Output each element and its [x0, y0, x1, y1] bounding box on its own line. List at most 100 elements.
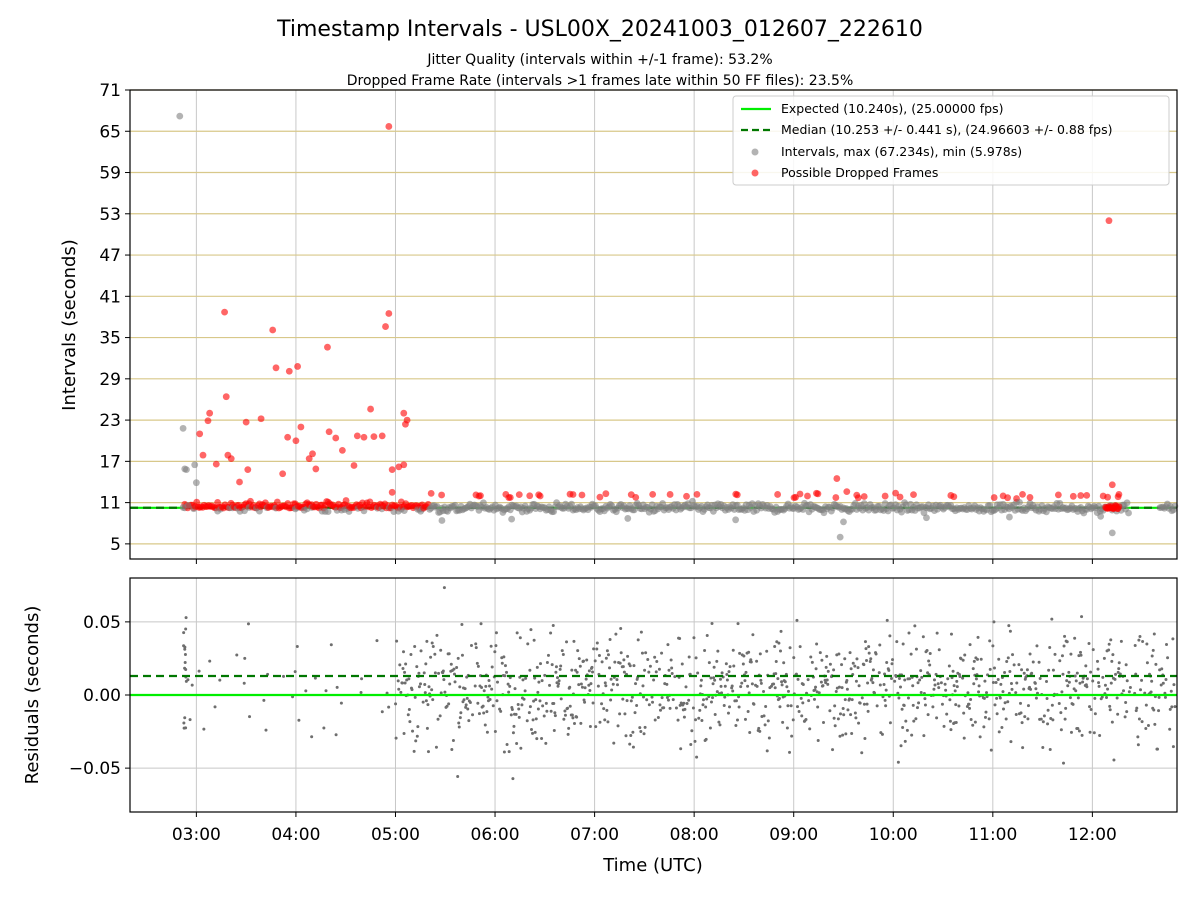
residual-point [648, 703, 651, 706]
residual-point [641, 652, 644, 655]
residual-point [553, 729, 556, 732]
dropped-frame-point [286, 368, 293, 375]
residual-point [1098, 734, 1101, 737]
residual-point [712, 682, 715, 685]
residual-point [1110, 682, 1113, 685]
dropped-frame-point [258, 415, 265, 422]
residual-point [535, 737, 538, 740]
residual-point [1026, 717, 1029, 720]
residual-point [1060, 690, 1063, 693]
residual-point [1111, 721, 1114, 724]
residual-point [624, 734, 627, 737]
dropped-frame-point [385, 123, 392, 130]
residual-point [417, 672, 420, 675]
residual-point [978, 684, 981, 687]
residual-point [814, 686, 817, 689]
residual-point [976, 658, 979, 661]
residual-point [1030, 672, 1033, 675]
residual-point [658, 703, 661, 706]
residual-point [891, 662, 894, 665]
residual-point [484, 685, 487, 688]
residual-point [853, 665, 856, 668]
residual-point [1153, 723, 1156, 726]
residual-point [495, 631, 498, 634]
residual-point [1138, 635, 1141, 638]
residual-point [486, 731, 489, 734]
residual-point [548, 684, 551, 687]
residual-point [606, 649, 609, 652]
residual-point [718, 723, 721, 726]
residual-point [183, 727, 186, 730]
residual-point [855, 657, 858, 660]
residual-point [515, 713, 518, 716]
residual-point [678, 637, 681, 640]
residual-point [1162, 682, 1165, 685]
residual-point [869, 657, 872, 660]
residual-point [912, 704, 915, 707]
residual-point [610, 688, 613, 691]
dropped-frame-point [293, 437, 300, 444]
residual-point [1150, 680, 1153, 683]
residual-point [297, 719, 300, 722]
dropped-frame-point [855, 494, 862, 501]
residual-point [667, 699, 670, 702]
residual-point [1009, 630, 1012, 633]
dropped-frame-point [200, 452, 207, 459]
dropped-frame-point [950, 493, 957, 500]
residual-point [518, 716, 521, 719]
residual-point [1049, 748, 1052, 751]
residual-point [1098, 685, 1101, 688]
residual-point [571, 716, 574, 719]
residual-point [533, 639, 536, 642]
interval-point [191, 461, 198, 468]
residual-point [622, 665, 625, 668]
residual-point [897, 761, 900, 764]
residual-point [1078, 682, 1081, 685]
residual-point [669, 707, 672, 710]
residual-point [703, 649, 706, 652]
residual-point [1058, 659, 1061, 662]
residual-point [595, 648, 598, 651]
residual-point [826, 683, 829, 686]
residual-point [550, 710, 553, 713]
dropped-frame-point [1004, 494, 1011, 501]
residual-point [439, 714, 442, 717]
residual-point [395, 640, 398, 643]
residual-point [340, 702, 343, 705]
residual-point [782, 661, 785, 664]
residual-point [786, 704, 789, 707]
residual-point [1043, 714, 1046, 717]
residual-point [517, 703, 520, 706]
dropped-frame-point [1055, 491, 1062, 498]
residual-point [1109, 708, 1112, 711]
residual-point [901, 726, 904, 729]
residual-point [715, 660, 718, 663]
residual-point [1015, 713, 1018, 716]
residual-point [564, 714, 567, 717]
residual-point [666, 643, 669, 646]
residual-point [519, 636, 522, 639]
residual-point [381, 710, 384, 713]
residual-point [1040, 718, 1043, 721]
residual-point [184, 627, 187, 630]
residual-point [917, 701, 920, 704]
residual-point [475, 646, 478, 649]
residual-point [1076, 672, 1079, 675]
residual-point [482, 712, 485, 715]
residual-point [552, 702, 555, 705]
residual-point [1141, 720, 1144, 723]
residual-point [579, 665, 582, 668]
top-x-ticks [196, 559, 1092, 564]
residual-point [956, 685, 959, 688]
dropped-frame-point [537, 493, 544, 500]
residual-point [924, 704, 927, 707]
residual-point [324, 689, 327, 692]
residual-point [661, 696, 664, 699]
residual-point [696, 671, 699, 674]
residual-point [1137, 743, 1140, 746]
residual-point [920, 676, 923, 679]
residual-point [1063, 635, 1066, 638]
residual-point [1019, 702, 1022, 705]
residual-point [1164, 678, 1167, 681]
